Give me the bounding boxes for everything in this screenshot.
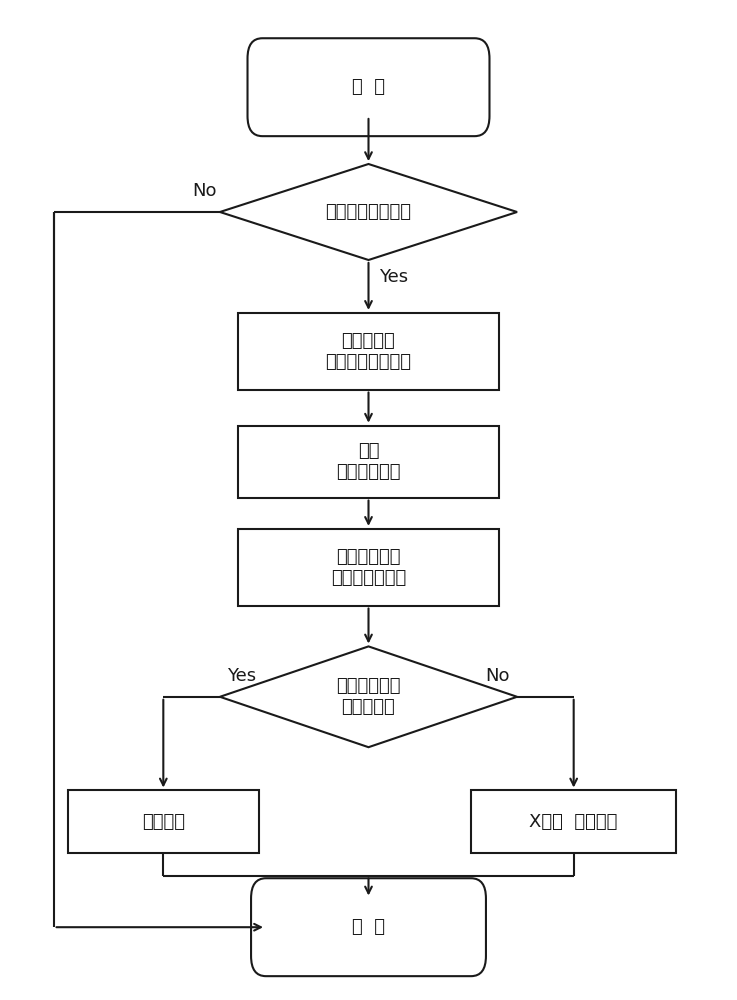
- Polygon shape: [220, 164, 517, 260]
- Bar: [68, 790, 259, 853]
- Text: Yes: Yes: [227, 667, 256, 685]
- FancyBboxPatch shape: [251, 878, 486, 976]
- Text: 提取
中间接点信息: 提取 中间接点信息: [336, 442, 401, 481]
- Text: 识别故障点
筛选关联继电保护: 识别故障点 筛选关联继电保护: [326, 332, 411, 371]
- Bar: [237, 313, 500, 390]
- Polygon shape: [220, 646, 517, 747]
- Bar: [237, 529, 500, 606]
- Text: 对照动作策略
分析各保护元件: 对照动作策略 分析各保护元件: [331, 548, 406, 587]
- FancyBboxPatch shape: [248, 38, 489, 136]
- Text: No: No: [192, 182, 217, 200]
- Bar: [471, 790, 677, 853]
- Text: 开  始: 开 始: [352, 78, 385, 96]
- Text: Yes: Yes: [379, 268, 408, 286]
- Text: 所有元件动作
是否正确？: 所有元件动作 是否正确？: [336, 677, 401, 716]
- Bar: [237, 426, 500, 498]
- Text: No: No: [486, 667, 510, 685]
- Text: X元件  动作异常: X元件 动作异常: [529, 813, 618, 831]
- Text: 是否有故障发生？: 是否有故障发生？: [326, 203, 411, 221]
- Text: 结  束: 结 束: [352, 918, 385, 936]
- Text: 动作正常: 动作正常: [142, 813, 185, 831]
